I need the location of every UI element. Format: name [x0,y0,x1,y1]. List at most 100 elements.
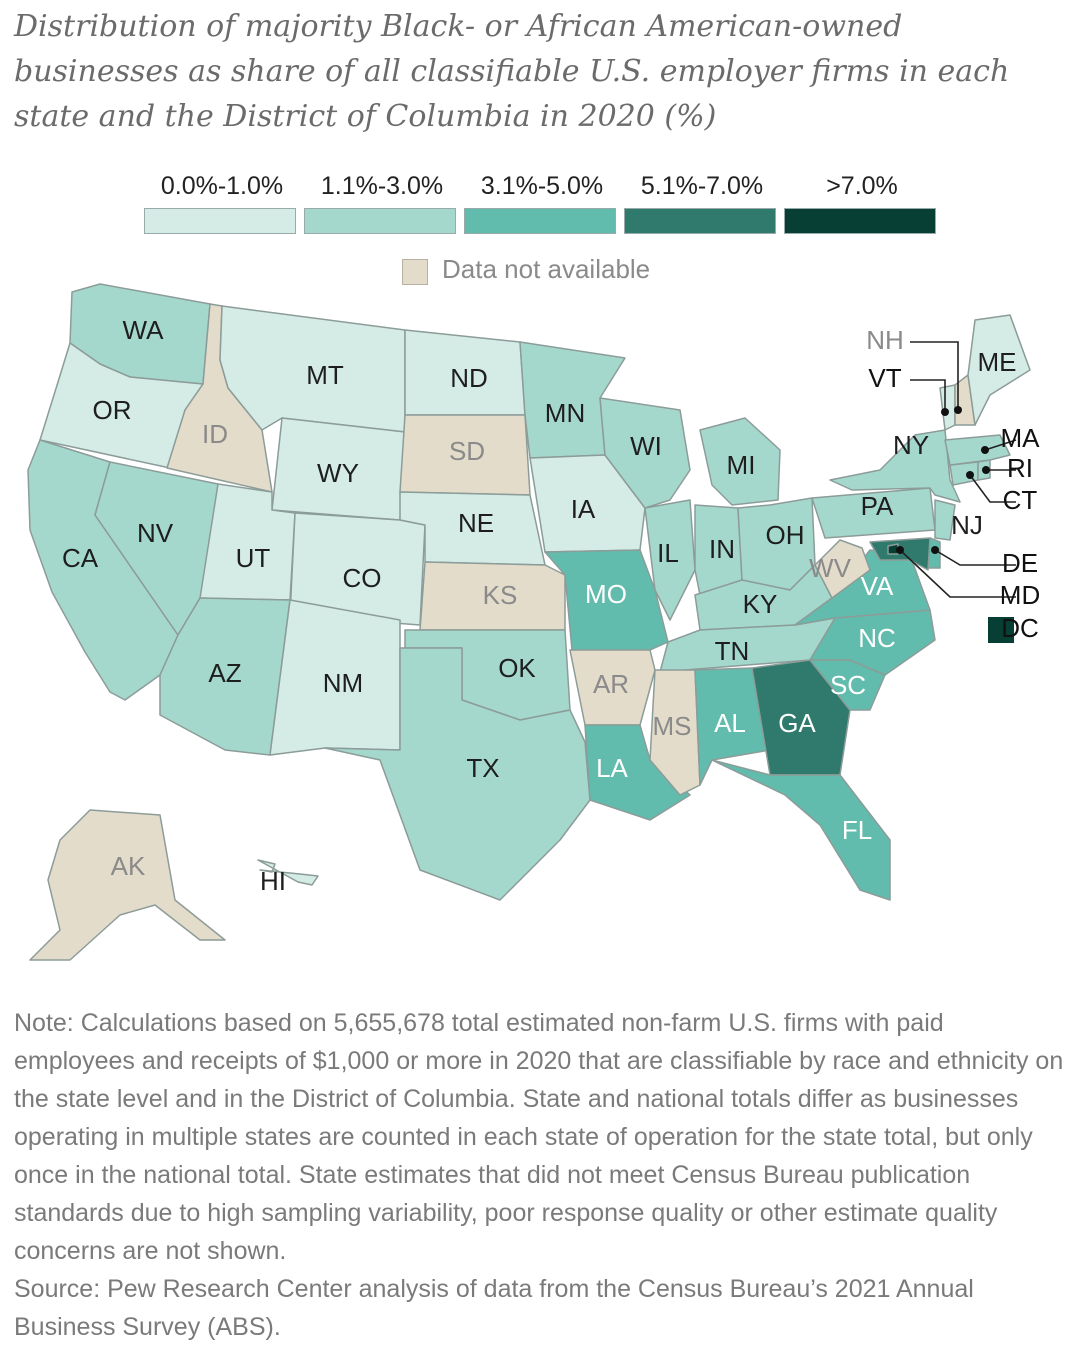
legend-swatch-bin-5 [784,208,936,234]
leader-line-nh [910,341,959,410]
state-hi [257,859,319,886]
state-ms [649,669,701,796]
state-label-oh: OH [766,520,805,550]
state-ga [751,659,851,776]
leader-line-de [934,549,1016,566]
state-label-vt: VT [868,363,901,393]
legend-label-not-available: Data not available [442,254,651,284]
state-label-nc: NC [858,623,896,653]
state-label-ks: KS [483,580,518,610]
state-label-wv: WV [809,553,852,583]
state-label-va: VA [861,571,894,601]
leader-dot-nh [954,406,962,414]
state-label-wy: WY [317,458,359,488]
state-label-wi: WI [630,431,662,461]
state-label-id: ID [202,419,228,449]
state-label-sd: SD [449,436,485,466]
state-label-mn: MN [545,398,585,428]
map-title: Distribution of majority Black- or Afric… [14,9,1010,134]
state-label-ak: AK [111,851,146,881]
state-label-pa: PA [861,491,894,521]
state-me [967,314,1031,426]
state-label-az: AZ [208,658,241,688]
state-co [289,512,426,626]
state-ny [829,429,961,503]
state-swatch-dc [988,617,1014,643]
state-dc [887,543,899,555]
source-text: Source: Pew Research Center analysis of … [14,1275,974,1341]
state-label-co: CO [343,563,382,593]
state-label-sc: SC [830,670,866,700]
state-label-ma: MA [1001,423,1041,453]
state-label-mt: MT [306,360,344,390]
state-label-al: AL [714,708,746,738]
leader-dot-md [896,546,904,554]
leader-dot-ri [982,466,990,474]
state-label-nm: NM [323,668,363,698]
legend-swatch-bin-4 [624,208,776,234]
state-mi [699,417,781,506]
state-il [644,499,696,621]
state-label-ok: OK [498,653,536,683]
leader-line-md [899,549,1016,598]
state-label-tn: TN [715,636,750,666]
state-label-ri: RI [1007,453,1033,483]
state-vt [939,384,956,431]
state-label-ky: KY [743,589,778,619]
legend-label-bin-4: 5.1%-7.0% [640,172,764,200]
state-label-tx: TX [466,753,499,783]
legend-swatch-bin-1 [144,208,296,234]
state-label-or: OR [93,395,132,425]
state-label-ga: GA [778,708,816,738]
state-label-il: IL [657,538,679,568]
state-label-nj: NJ [951,510,983,540]
state-label-la: LA [596,753,628,783]
state-label-ny: NY [893,430,929,460]
state-la [584,724,691,821]
state-label-ut: UT [236,543,271,573]
state-label-de: DE [1002,548,1038,578]
state-label-ia: IA [571,494,596,524]
state-ct [949,461,979,486]
state-ak [29,809,226,961]
state-ar [569,649,656,726]
leader-line-ma [984,439,1017,451]
state-label-ms: MS [653,711,692,741]
state-label-nv: NV [137,518,174,548]
state-wi [599,397,691,509]
state-wv [814,539,871,599]
leader-dot-ma [981,446,989,454]
legend-label-bin-5: >7.0% [826,172,898,200]
note-text: Note: Calculations based on 5,655,678 to… [14,1009,1064,1265]
leader-line-ct [969,474,1016,503]
state-label-hi: HI [260,866,286,896]
state-label-me: ME [978,347,1017,377]
state-label-in: IN [709,534,735,564]
legend-label-bin-3: 3.1%-5.0% [480,172,604,200]
state-label-wa: WA [123,315,165,345]
leader-dot-ct [966,471,974,479]
legend-swatch-not-available [402,259,428,285]
state-label-nh: NH [866,325,904,355]
state-label-mi: MI [727,450,756,480]
state-label-ca: CA [62,543,99,573]
state-label-ct: CT [1003,485,1038,515]
state-label-md: MD [1000,580,1040,610]
state-label-fl: FL [842,815,872,845]
note-and-source: Note: Calculations based on 5,655,678 to… [14,1004,1064,1346]
state-ks [419,561,566,631]
state-label-mo: MO [585,579,627,609]
us-states-map: WA OR CA ID NV MT WY UT CO AZ NM ND SD NE KS OK TX MN IA MO… [27,283,1041,961]
state-label-dc: DC [1001,613,1039,643]
legend-label-bin-2: 1.1%-3.0% [320,172,444,200]
state-nj [934,499,956,541]
leader-line-vt [910,379,946,412]
legend-swatch-bin-3 [464,208,616,234]
state-fl [711,759,891,901]
leader-dot-de [931,546,939,554]
leader-dot-vt [941,408,949,416]
state-tx [324,647,591,901]
state-label-ne: NE [458,508,494,538]
state-ma [944,434,1011,466]
state-label-nd: ND [450,363,488,393]
